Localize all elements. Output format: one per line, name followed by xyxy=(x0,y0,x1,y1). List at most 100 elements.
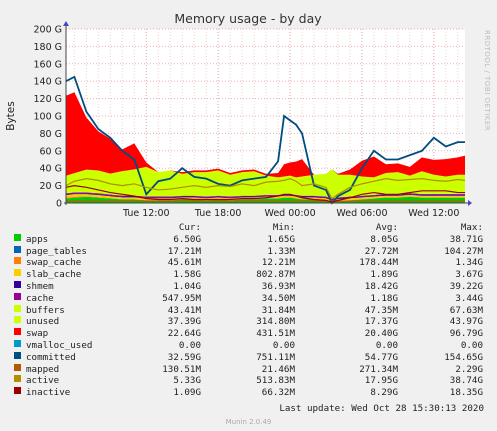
y-tick-label: 140 G xyxy=(33,77,62,88)
y-tick-label: 160 G xyxy=(33,59,62,70)
legend-min: 21.46M xyxy=(261,363,295,375)
x-tick-label: Wed 00:00 xyxy=(265,208,316,219)
legend-max: 2.29G xyxy=(455,363,483,375)
legend-row-shmem: shmem 1.04G 36.93M 18.42G 39.22G xyxy=(0,280,497,293)
legend-avg: 20.40G xyxy=(364,328,398,340)
legend-cur: 5.33G xyxy=(173,375,201,387)
y-tick-label: 100 G xyxy=(33,112,62,123)
legend: Cur: Min: Avg: Max: apps 6.50G 1.65G 8.05G 3… xyxy=(0,222,497,399)
legend-min: 12.21M xyxy=(261,257,295,269)
y-tick-label: 80 G xyxy=(40,129,62,140)
line-committed xyxy=(65,75,465,205)
legend-max: 3.44G xyxy=(455,292,483,304)
legend-row-slab_cache: slab_cache 1.58G 802.87M 1.89G 3.67G xyxy=(0,269,497,281)
y-tick-labels: 0 20 G 40 G 60 G 80 G 100 G 120 G 140 G 160 G 180… xyxy=(33,25,62,210)
legend-cur: 45.61M xyxy=(167,257,201,269)
legend-avg: 17.95G xyxy=(364,375,398,387)
legend-max: 18.35G xyxy=(449,387,483,399)
legend-avg: 8.29G xyxy=(370,387,398,399)
legend-min: 0.00 xyxy=(272,339,295,351)
x-tick-label: Tue 18:00 xyxy=(194,208,242,219)
last-update: Last update: Wed Oct 28 15:30:13 2020 xyxy=(279,403,484,414)
legend-header-min: Min: xyxy=(272,222,295,233)
area-swap xyxy=(66,92,465,178)
legend-row-page_tables: page_tables 17.21M 1.33M 27.72M 104.27M xyxy=(0,245,497,258)
legend-avg: 27.72M xyxy=(364,245,398,257)
memory-chart: Memory usage - by day Bytes RRDTOOL / TO… xyxy=(5,11,491,219)
legend-row-swap: swap 22.64G 431.51M 20.40G 96.79G xyxy=(0,328,497,340)
legend-swatch xyxy=(14,316,21,324)
legend-swatch xyxy=(14,233,21,241)
legend-cur: 6.50G xyxy=(173,233,201,245)
x-tick-labels: Tue 12:00 Tue 18:00 Wed 00:00 Wed 06:00 Wed … xyxy=(122,208,459,219)
legend-row-committed: committed 32.59G 751.11M 54.77G 154.65G xyxy=(0,351,497,364)
legend-row-inactive: inactive 1.09G 66.32M 8.29G 18.35G xyxy=(0,387,497,399)
y-tick-label: 0 xyxy=(56,199,62,210)
legend-cur: 547.95M xyxy=(162,292,201,304)
legend-min: 66.32M xyxy=(261,387,295,399)
legend-min: 1.33M xyxy=(267,245,295,257)
x-tick-label: Wed 06:00 xyxy=(336,208,387,219)
munin-version: Munin 2.0.49 xyxy=(225,418,272,426)
legend-name: shmem xyxy=(26,280,54,292)
legend-header-cur: Cur: xyxy=(178,222,201,233)
legend-max: 0.00 xyxy=(460,339,483,351)
y-tick-label: 40 G xyxy=(40,164,62,175)
y-axis-arrow xyxy=(63,21,69,26)
legend-cur: 43.41M xyxy=(167,304,201,316)
legend-avg: 8.05G xyxy=(370,233,398,245)
legend-swatch xyxy=(14,387,21,395)
legend-swatch xyxy=(14,292,21,300)
legend-min: 431.51M xyxy=(256,328,295,340)
legend-header-max: Max: xyxy=(460,222,483,233)
legend-swatch xyxy=(14,351,21,359)
legend-swatch xyxy=(14,304,21,312)
legend-row-apps: apps 6.50G 1.65G 8.05G 38.71G xyxy=(0,233,497,246)
legend-cur: 1.09G xyxy=(173,387,201,399)
legend-swatch xyxy=(14,375,21,383)
legend-name: apps xyxy=(26,233,49,245)
legend-max: 38.74G xyxy=(449,375,483,387)
y-tick-label: 180 G xyxy=(33,42,62,53)
x-tick-label: Wed 12:00 xyxy=(408,208,459,219)
legend-min: 31.84M xyxy=(261,304,295,316)
legend-name: slab_cache xyxy=(26,269,82,281)
x-tick-label: Tue 12:00 xyxy=(122,208,170,219)
legend-swatch xyxy=(14,257,21,265)
legend-cur: 22.64G xyxy=(167,328,201,340)
y-tick-label: 20 G xyxy=(40,181,62,192)
legend-avg: 54.77G xyxy=(364,351,398,363)
legend-min: 314.80M xyxy=(256,316,295,328)
legend-name: inactive xyxy=(26,387,71,399)
legend-min: 34.50M xyxy=(261,292,295,304)
legend-max: 1.34G xyxy=(455,257,483,269)
legend-avg: 1.18G xyxy=(370,292,398,304)
legend-max: 39.22G xyxy=(449,280,483,292)
legend-cur: 130.51M xyxy=(162,363,201,375)
legend-name: swap xyxy=(26,328,49,340)
legend-name: page_tables xyxy=(26,245,87,257)
legend-rows: apps 6.50G 1.65G 8.05G 38.71G page_tables 17.2… xyxy=(0,233,497,399)
legend-avg: 47.35M xyxy=(364,304,398,316)
legend-avg: 1.89G xyxy=(370,269,398,281)
legend-row-active: active 5.33G 513.83M 17.95G 38.74G xyxy=(0,375,497,387)
legend-cur: 17.21M xyxy=(167,245,201,257)
legend-cur: 1.58G xyxy=(173,269,201,281)
chart-title: Memory usage - by day xyxy=(174,11,322,26)
legend-row-mapped: mapped 130.51M 21.46M 271.34M 2.29G xyxy=(0,363,497,376)
line-series xyxy=(65,75,466,205)
legend-swatch xyxy=(14,269,21,277)
legend-avg: 18.42G xyxy=(364,280,398,292)
legend-max: 38.71G xyxy=(449,233,483,245)
y-axis-label: Bytes xyxy=(5,101,17,130)
y-tick-label: 60 G xyxy=(40,146,62,157)
line-inactive xyxy=(65,184,465,203)
legend-name: unused xyxy=(26,316,60,328)
legend-cur: 37.39G xyxy=(167,316,201,328)
legend-max: 3.67G xyxy=(455,269,483,281)
legend-name: vmalloc_used xyxy=(26,339,93,351)
legend-swatch xyxy=(14,245,21,253)
legend-name: committed xyxy=(26,351,76,363)
legend-swatch xyxy=(14,328,21,336)
